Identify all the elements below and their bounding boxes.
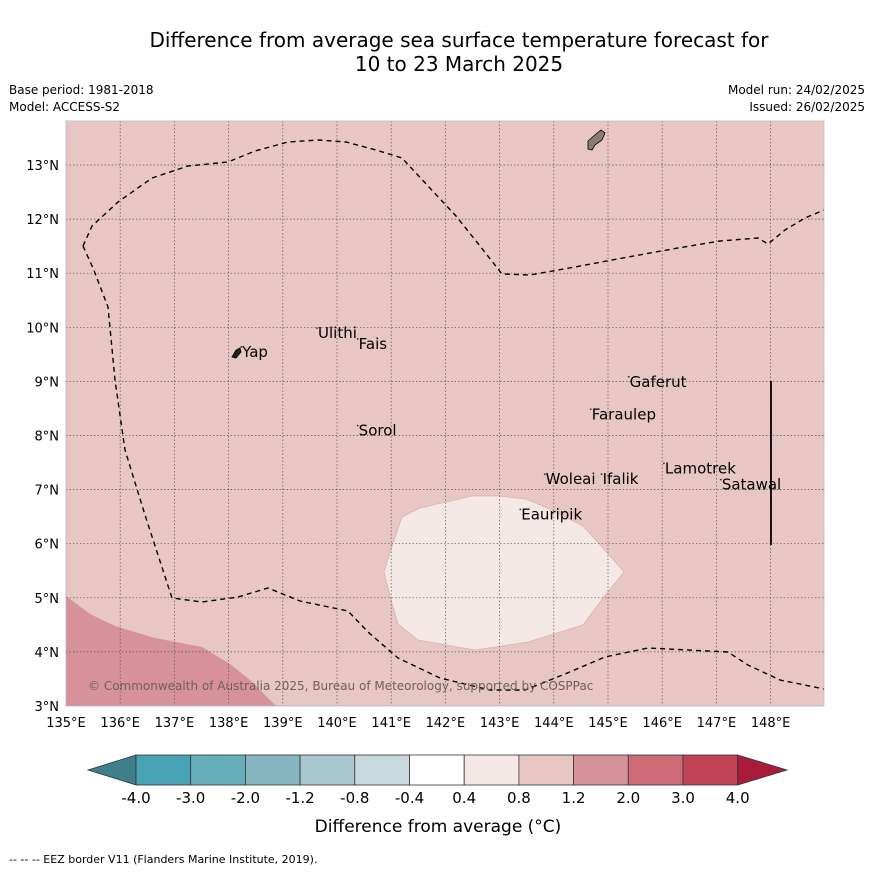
place-label: Ulithi (318, 324, 357, 342)
place-marker (719, 478, 722, 481)
longitude-tick-label: 148°E (751, 716, 791, 731)
anomaly-region-warm (66, 596, 276, 706)
model-name: Model: ACCESS-S2 (9, 100, 121, 114)
place-marker (356, 338, 359, 340)
copyright-text: © Commonwealth of Australia 2025, Bureau… (88, 679, 593, 693)
title-line-1: Difference from average sea surface temp… (149, 28, 769, 52)
gridlines (66, 121, 824, 706)
place-label: Yap (241, 343, 268, 361)
place-label: Eauripik (521, 505, 582, 523)
colorbar-segment (573, 754, 629, 786)
colorbar-tick-label: 4.0 (726, 789, 750, 807)
colorbar-tick-label: 1.2 (562, 789, 586, 807)
yap-island (231, 347, 242, 359)
guam-island (587, 129, 606, 151)
longitude-tick-label: 140°E (317, 716, 357, 731)
place-marker (589, 408, 592, 411)
colorbar-tick-label: -0.8 (340, 789, 369, 807)
place-label: Gaferut (630, 373, 687, 391)
colorbar-tick-label: 3.0 (671, 789, 695, 807)
place-label: Sorol (359, 422, 397, 440)
colorbar-segment (135, 754, 192, 786)
issued-date: Issued: 26/02/2025 (749, 100, 865, 114)
latitude-tick-label: 9°N (35, 375, 60, 390)
longitude-tick-label: 136°E (100, 716, 140, 731)
colorbar: -4.0 -3.0 -2.0 -1.2 -0.8 -0.4 0.4 0.8 1.2 2.0 3.0 4… (86, 754, 789, 807)
colorbar-extend-high (737, 754, 789, 786)
place-marker (316, 327, 318, 330)
base-period: Base period: 1981-2018 (9, 83, 154, 97)
place-marker (240, 346, 243, 348)
latitude-tick-label: 12°N (26, 213, 59, 228)
colorbar-tick-label: -0.4 (395, 789, 424, 807)
map-frame (65, 120, 825, 707)
colorbar-tick-label: 2.0 (616, 789, 640, 807)
colorbar-tick-label: 0.4 (452, 789, 476, 807)
longitude-tick-label: 138°E (209, 716, 249, 731)
longitude-labels: 135°E 136°E 137°E 138°E 139°E 140°E 141°E 142°E… (46, 716, 790, 731)
colorbar-segment (518, 754, 575, 786)
colorbar-tick-label: -2.0 (231, 789, 260, 807)
chart-title: Difference from average sea surface temp… (0, 28, 873, 76)
longitude-tick-label: 144°E (534, 716, 574, 731)
latitude-tick-label: 11°N (26, 267, 59, 282)
longitude-tick-label: 141°E (371, 716, 411, 731)
model-run: Model run: 24/02/2025 (727, 83, 865, 97)
place-label: Satawal (722, 476, 781, 494)
place-label: Lamotrek (665, 459, 736, 477)
title-line-2: 10 to 23 March 2025 (354, 52, 564, 76)
latitude-labels: 3°N 4°N 5°N 6°N 7°N 8°N 9°N 10°N 11°N 12°N 13°N (26, 159, 59, 715)
colorbar-segment (682, 754, 739, 786)
latitude-tick-label: 13°N (26, 159, 59, 174)
colorbar-tick-label: 0.8 (507, 789, 531, 807)
eez-border-south (82, 245, 824, 691)
longitude-tick-label: 139°E (263, 716, 303, 731)
colorbar-segment (409, 754, 465, 786)
colorbar-segment (244, 754, 301, 786)
meta-right: Model run: 24/02/2025 Issued: 26/02/2025 (728, 82, 865, 116)
place-marker (627, 375, 630, 378)
colorbar-segment (354, 754, 410, 786)
longitude-tick-label: 137°E (155, 716, 195, 731)
place-label: Woleai (546, 470, 596, 488)
place-label: Faraulep (592, 405, 656, 423)
colorbar-tick-label: -4.0 (121, 789, 150, 807)
latitude-tick-label: 3°N (35, 700, 60, 715)
colorbar-segment (463, 754, 520, 786)
colorbar-extend-low (86, 754, 137, 786)
footer-note: -- -- -- EEZ border V11 (Flanders Marine… (9, 853, 318, 866)
colorbar-title: Difference from average (°C) (315, 817, 562, 837)
colorbar-segment (299, 754, 356, 786)
longitude-tick-label: 142°E (426, 716, 466, 731)
place-label: Ifalik (603, 470, 639, 488)
place-marker (519, 508, 522, 511)
latitude-tick-label: 10°N (26, 321, 59, 336)
longitude-tick-label: 143°E (480, 716, 520, 731)
latitude-tick-label: 4°N (35, 646, 60, 661)
eez-border-north (82, 139, 824, 276)
colorbar-segment (627, 754, 684, 786)
latitude-tick-label: 6°N (35, 538, 60, 553)
place-marker (663, 462, 665, 465)
longitude-tick-label: 147°E (697, 716, 737, 731)
place-marker (356, 424, 359, 427)
latitude-tick-label: 7°N (35, 484, 60, 499)
longitude-tick-label: 135°E (46, 716, 86, 731)
place-marker (600, 473, 603, 476)
colorbar-tick-label: -3.0 (176, 789, 205, 807)
latitude-tick-label: 5°N (35, 592, 60, 607)
meta-left: Base period: 1981-2018 Model: ACCESS-S2 (9, 82, 154, 116)
longitude-tick-label: 145°E (588, 716, 628, 731)
colorbar-segment (190, 754, 246, 786)
place-label: Fais (359, 335, 388, 353)
colorbar-tick-label: -1.2 (285, 789, 314, 807)
place-marker (543, 473, 546, 476)
latitude-tick-label: 8°N (35, 430, 60, 445)
longitude-tick-label: 146°E (642, 716, 682, 731)
